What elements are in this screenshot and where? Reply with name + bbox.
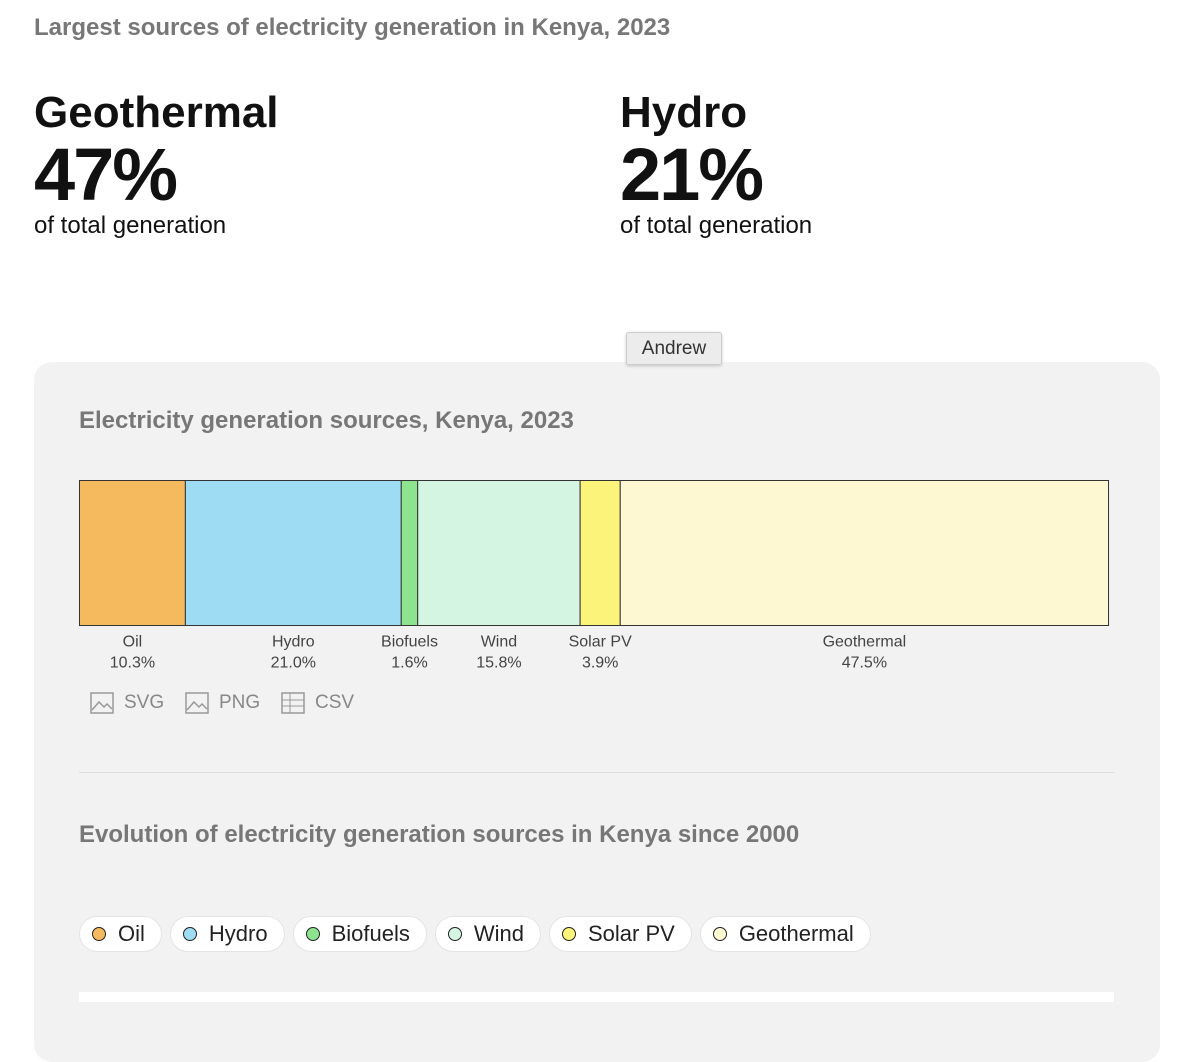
segment-name: Biofuels — [381, 634, 438, 651]
stat: Hydro 21% of total generation — [620, 88, 812, 240]
legend-swatch — [305, 927, 320, 941]
legend-swatch — [182, 927, 197, 941]
segment-name: Solar PV — [569, 634, 632, 651]
legend-item[interactable]: Oil — [79, 916, 162, 952]
legend-item[interactable]: Wind — [434, 916, 541, 952]
legend-item[interactable]: Solar PV — [548, 916, 692, 952]
bar-segment — [400, 480, 419, 626]
legend-item[interactable]: Geothermal — [699, 916, 871, 952]
download-svg[interactable]: SVG — [90, 692, 164, 714]
page-title: Largest sources of electricity generatio… — [34, 14, 671, 41]
image-icon — [185, 692, 209, 714]
legend-label: Biofuels — [331, 921, 410, 946]
stat-name: Hydro — [620, 88, 748, 137]
stat-name: Geothermal — [34, 88, 279, 137]
download-label: PNG — [219, 692, 261, 713]
chart: Oil 10.3% Hydro 21.0% Biofuels 1.6% Wind 15.8% S… — [79, 480, 1110, 672]
segment-name: Geothermal — [823, 634, 907, 651]
legend-swatch — [447, 927, 462, 941]
page: Largest sources of electricity generatio… — [34, 14, 1160, 1062]
segment-value: 47.5% — [842, 655, 887, 672]
chart-title: Electricity generation sources, Kenya, 2… — [79, 407, 574, 434]
legend-label: Wind — [473, 921, 524, 946]
legend-label: Oil — [118, 921, 145, 946]
image-icon — [90, 692, 114, 714]
legend-label: Solar PV — [587, 921, 675, 946]
stat-caption: of total generation — [34, 212, 227, 239]
bar-segment — [79, 480, 186, 626]
download-csv[interactable]: CSV — [281, 692, 354, 714]
tooltip: Andrew — [626, 332, 722, 365]
segment-value: 3.9% — [582, 655, 618, 672]
segment-value: 1.6% — [391, 655, 427, 672]
section-title: Evolution of electricity generation sour… — [79, 821, 800, 848]
bar-segment — [184, 480, 402, 626]
table-icon — [281, 692, 305, 714]
divider — [79, 772, 1114, 773]
legend-item[interactable]: Biofuels — [292, 916, 427, 952]
stat-value: 47% — [34, 133, 178, 216]
bar-segment — [417, 480, 581, 626]
legend-label: Hydro — [208, 921, 268, 946]
download-label: SVG — [124, 692, 165, 713]
bar-segment — [579, 480, 621, 626]
legend-swatch — [712, 927, 727, 941]
segment-name: Oil — [123, 634, 143, 651]
stat-value: 21% — [620, 133, 764, 216]
legend-label: Geothermal — [738, 921, 854, 946]
stat: Geothermal 47% of total generation — [34, 88, 279, 240]
legend-swatch — [561, 927, 576, 941]
next-card — [79, 992, 1114, 1002]
bar-segment — [619, 480, 1110, 626]
stat-caption: of total generation — [620, 212, 813, 239]
segment-value: 21.0% — [271, 655, 316, 672]
download-label: CSV — [315, 692, 355, 713]
segment-value: 15.8% — [476, 655, 521, 672]
download-png[interactable]: PNG — [185, 692, 260, 714]
legend: Oil Hydro Biofuels Wind Solar PV Geothermal — [79, 916, 871, 952]
segment-name: Hydro — [272, 634, 315, 651]
segment-name: Wind — [481, 634, 517, 651]
legend-item[interactable]: Hydro — [169, 916, 285, 952]
segment-value: 10.3% — [110, 655, 155, 672]
legend-swatch — [92, 927, 106, 941]
